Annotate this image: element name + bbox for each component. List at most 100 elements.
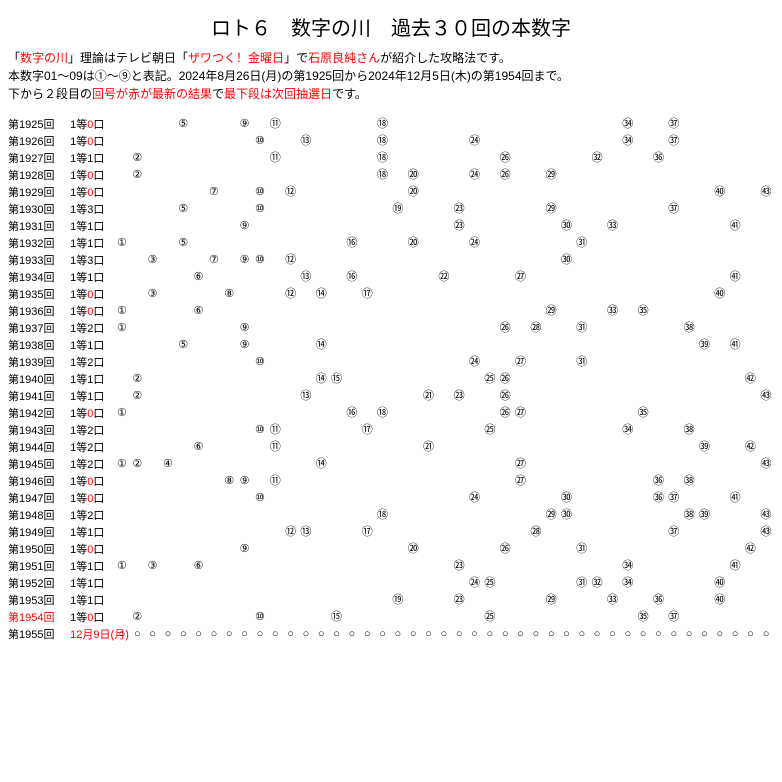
num-cell-8 [222,557,237,574]
num-cell-18: ⑱ [375,404,390,421]
num-cell-11 [268,591,283,608]
num-cell-26: ㉖ [498,540,513,557]
num-cell-22 [436,166,451,183]
num-cell-24: ㉔ [467,166,482,183]
num-cell-6 [191,234,206,251]
num-cell-15 [329,489,344,506]
num-cell-34 [620,404,635,421]
num-cell-4 [160,574,175,591]
table-row: 第1937回1等2口①⑨㉖㉘㉛㊳ [8,319,774,336]
num-cell-36 [651,557,666,574]
num-cell-15 [329,591,344,608]
num-cell-19 [390,438,405,455]
prize-info: 1等1口 [70,268,114,285]
num-cell-17 [360,438,375,455]
num-cell-15 [329,353,344,370]
num-cell-10 [252,557,267,574]
num-cell-37 [666,455,681,472]
num-cell-38 [681,370,696,387]
num-cell-5 [176,455,191,472]
num-cell-29 [543,404,558,421]
num-cell-30: ○ [559,625,574,642]
num-cell-17 [360,591,375,608]
num-cell-37 [666,149,681,166]
num-cell-34 [620,438,635,455]
num-cell-32 [589,404,604,421]
table-row: 第1951回1等1口①③⑥㉓㉞㊶ [8,557,774,574]
num-cell-20 [406,217,421,234]
prize-info: 1等1口 [70,523,114,540]
num-cell-16 [344,421,359,438]
num-cell-43: ㊸ [758,387,774,404]
num-cell-25 [482,336,497,353]
num-cell-5 [176,268,191,285]
num-cell-8 [222,200,237,217]
num-cell-31: ㉛ [574,234,589,251]
num-cell-8: ⑧ [222,285,237,302]
num-cell-24: ㉔ [467,353,482,370]
num-cell-11: ○ [268,625,283,642]
num-cell-43 [758,353,774,370]
num-cell-42 [743,472,758,489]
num-cell-7 [206,540,221,557]
num-cell-16 [344,472,359,489]
num-cell-34: ㉞ [620,574,635,591]
prize-info: 1等0口 [70,540,114,557]
num-cell-11 [268,166,283,183]
num-cell-18 [375,540,390,557]
num-cell-37 [666,251,681,268]
num-cell-36 [651,574,666,591]
num-cell-7 [206,370,221,387]
num-cell-1: ① [114,557,129,574]
num-cell-13 [298,574,313,591]
num-cell-41 [727,523,742,540]
num-cell-28 [528,268,543,285]
num-cell-39 [697,540,712,557]
num-cell-29 [543,574,558,591]
num-cell-9 [237,506,252,523]
num-cell-23 [452,574,467,591]
num-cell-3 [145,506,160,523]
num-cell-3 [145,302,160,319]
num-cell-7 [206,608,221,625]
num-cell-35 [635,591,650,608]
num-cell-6 [191,336,206,353]
draw-number: 第1954回 [8,608,70,625]
num-cell-2 [130,234,145,251]
prize-info: 1等3口 [70,251,114,268]
num-cell-4 [160,132,175,149]
num-cell-9: ⑨ [237,251,252,268]
num-cell-26 [498,234,513,251]
num-cell-21 [421,506,436,523]
prize-info: 1等1口 [70,370,114,387]
num-cell-18 [375,234,390,251]
num-cell-36 [651,200,666,217]
num-cell-33 [605,336,620,353]
num-cell-36 [651,285,666,302]
num-cell-6 [191,455,206,472]
num-cell-28 [528,591,543,608]
num-cell-6 [191,149,206,166]
num-cell-27 [513,115,528,132]
num-cell-42 [743,302,758,319]
num-cell-7 [206,302,221,319]
num-cell-38 [681,183,696,200]
num-cell-10 [252,166,267,183]
num-cell-21 [421,132,436,149]
num-cell-35 [635,489,650,506]
num-cell-11 [268,183,283,200]
num-cell-12 [283,319,298,336]
num-cell-9 [237,234,252,251]
num-cell-17 [360,608,375,625]
num-cell-41 [727,404,742,421]
num-cell-43: ㊸ [758,183,774,200]
num-cell-42 [743,234,758,251]
num-cell-16 [344,540,359,557]
num-cell-14 [314,574,329,591]
num-cell-32 [589,217,604,234]
num-cell-11 [268,285,283,302]
num-cell-41: ○ [727,625,742,642]
num-cell-5 [176,217,191,234]
num-cell-14 [314,183,329,200]
num-cell-31: ㉛ [574,574,589,591]
